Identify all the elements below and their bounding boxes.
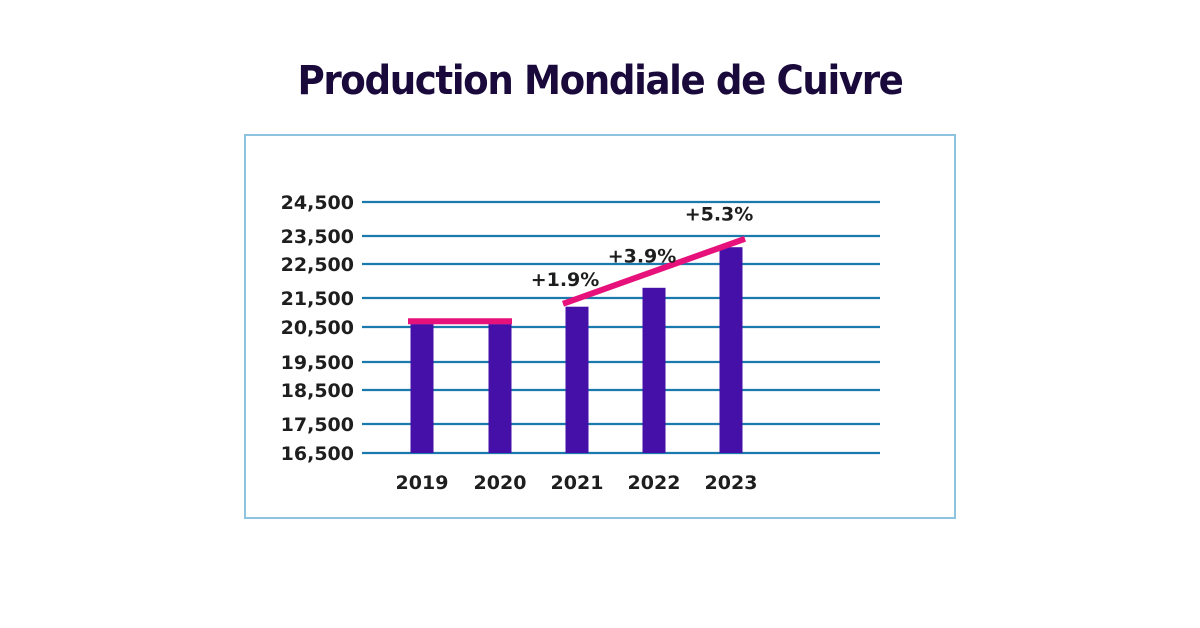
y-tick-label: 19,500 <box>281 352 354 374</box>
growth-annotation: +5.3% <box>685 204 754 226</box>
y-tick-label: 23,500 <box>281 226 354 248</box>
y-tick-label: 16,500 <box>281 443 354 465</box>
x-tick-label: 2022 <box>628 472 681 494</box>
growth-annotation: +3.9% <box>608 246 677 268</box>
y-axis-ticks: 16,500 17,500 18,500 19,500 20,500 21,500 22,5… <box>281 192 354 465</box>
gridlines <box>362 200 880 455</box>
x-tick-label: 2019 <box>396 472 449 494</box>
y-tick-label: 21,500 <box>281 288 354 310</box>
chart-title: Production Mondiale de Cuivre <box>297 58 903 104</box>
bars <box>410 247 743 453</box>
x-tick-label: 2021 <box>551 472 604 494</box>
x-axis-ticks: 2019 2020 2021 2022 2023 <box>396 472 758 494</box>
y-tick-label: 22,500 <box>281 254 354 276</box>
bar-2021 <box>565 306 589 453</box>
bar-2020 <box>488 324 512 453</box>
x-tick-label: 2023 <box>705 472 758 494</box>
annotations: +1.9% +3.9% +5.3% <box>531 204 754 291</box>
bar-2022 <box>642 287 666 453</box>
y-tick-label: 17,500 <box>281 414 354 436</box>
y-tick-label: 18,500 <box>281 380 354 402</box>
x-tick-label: 2020 <box>474 472 527 494</box>
trend-lines <box>408 235 747 325</box>
y-tick-label: 24,500 <box>281 192 354 214</box>
y-tick-label: 20,500 <box>281 317 354 339</box>
chart-frame <box>244 134 956 519</box>
bar-2019 <box>410 324 434 453</box>
trend-line <box>561 235 747 307</box>
bar-2023 <box>719 247 743 453</box>
growth-annotation: +1.9% <box>531 269 600 291</box>
